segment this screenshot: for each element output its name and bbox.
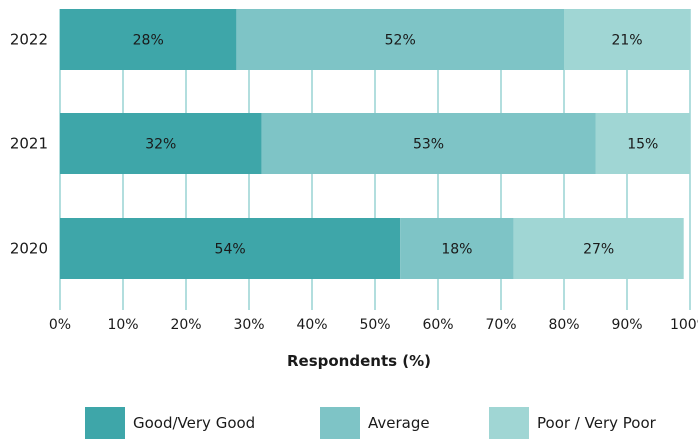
bar-value-label: 27% bbox=[583, 242, 614, 258]
legend-swatch bbox=[85, 407, 125, 439]
y-tick-label: 2022 bbox=[10, 31, 48, 49]
bar-2021-series-2 bbox=[595, 113, 690, 174]
legend-label: Poor / Very Poor bbox=[537, 414, 657, 432]
bar-2020-series-0 bbox=[60, 218, 401, 279]
y-tick-label: 2021 bbox=[10, 135, 48, 153]
legend-swatch bbox=[489, 407, 529, 439]
x-tick-label: 20% bbox=[170, 317, 201, 333]
legend-label: Good/Very Good bbox=[133, 414, 255, 432]
x-axis-ticks: 0% 10% 20% 30% 40% 50% 60% 70% 80% 90% 100% bbox=[49, 317, 698, 333]
bar-2020-series-1 bbox=[400, 218, 514, 279]
x-tick-label: 40% bbox=[296, 317, 327, 333]
x-tick-label: 80% bbox=[548, 317, 579, 333]
bar-2021-series-0 bbox=[60, 113, 262, 174]
bar-2022-series-0 bbox=[60, 9, 237, 70]
bar-value-label: 28% bbox=[133, 33, 164, 49]
bar-value-label: 21% bbox=[611, 33, 642, 49]
legend: Good/Very Good Average Poor / Very Poor bbox=[85, 407, 657, 439]
y-tick-label: 2020 bbox=[10, 240, 48, 258]
legend-label: Average bbox=[368, 414, 430, 432]
bar-labels: 28% 52% 21% 32% 53% 15% 54% 18% 27% bbox=[133, 33, 659, 258]
x-tick-label: 30% bbox=[233, 317, 264, 333]
x-tick-label: 10% bbox=[107, 317, 138, 333]
legend-swatch bbox=[320, 407, 360, 439]
bar-2020-series-2 bbox=[513, 218, 684, 279]
bar-value-label: 18% bbox=[441, 242, 472, 258]
bar-value-label: 52% bbox=[385, 33, 416, 49]
x-tick-label: 90% bbox=[611, 317, 642, 333]
bar-value-label: 54% bbox=[215, 242, 246, 258]
x-tick-label: 60% bbox=[422, 317, 453, 333]
bars bbox=[60, 9, 690, 279]
bar-2021-series-1 bbox=[261, 113, 596, 174]
x-tick-label: 50% bbox=[359, 317, 390, 333]
x-axis-title: Respondents (%) bbox=[287, 352, 431, 370]
x-tick-label: 100% bbox=[670, 317, 698, 333]
bar-value-label: 15% bbox=[627, 137, 658, 153]
bar-2022-series-1 bbox=[236, 9, 564, 70]
x-tick-label: 70% bbox=[485, 317, 516, 333]
bar-value-label: 53% bbox=[413, 137, 444, 153]
x-tick-label: 0% bbox=[49, 317, 71, 333]
bar-value-label: 32% bbox=[145, 137, 176, 153]
y-axis-ticks: 2022 2021 2020 bbox=[10, 31, 48, 258]
bar-2022-series-2 bbox=[564, 9, 690, 70]
